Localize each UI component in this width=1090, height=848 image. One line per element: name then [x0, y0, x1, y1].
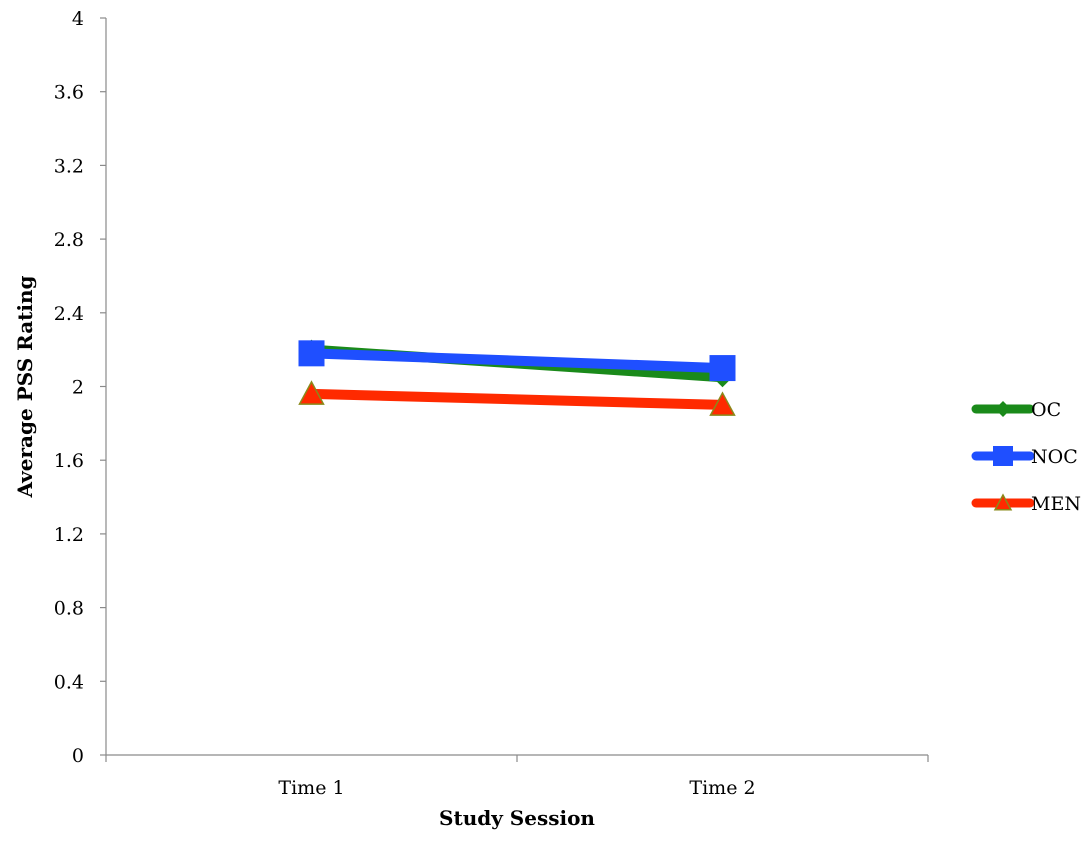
legend-entry: NOC	[971, 446, 1078, 468]
axes: 0 0.4 0.8 1.2 1.6 2 2.4 2.8 3.2 3.6 4 Time 1 Time 2	[54, 8, 929, 799]
series-line	[306, 388, 728, 410]
data-point-marker	[298, 340, 325, 367]
legend-marker	[993, 446, 1013, 466]
y-tick-label: 4	[72, 8, 84, 30]
x-tick-label: Time 2	[689, 777, 755, 799]
series-layer	[298, 339, 736, 416]
x-axis-title: Study Session	[439, 806, 595, 830]
y-tick-label: 2	[72, 377, 84, 399]
legend: OC NOC MEN	[971, 399, 1081, 515]
y-tick-label: 0.4	[54, 671, 84, 693]
x-tick-label: Time 1	[278, 777, 344, 799]
legend-marker	[993, 493, 1013, 511]
series-noc	[298, 340, 736, 382]
series-line	[306, 348, 728, 374]
y-tick-label: 0.8	[54, 598, 84, 620]
data-point-marker	[709, 355, 736, 382]
y-tick-label: 2.8	[54, 229, 84, 251]
legend-marker	[995, 401, 1011, 417]
y-tick-label: 2.4	[54, 303, 84, 325]
y-tick-label: 3.2	[54, 155, 84, 177]
y-tick-label: 1.2	[54, 524, 84, 546]
legend-label: OC	[1031, 399, 1061, 421]
y-axis-title: Average PSS Rating	[13, 275, 37, 498]
legend-entry: OC	[971, 399, 1061, 421]
labels-layer: Study Session Average PSS Rating	[13, 275, 595, 830]
legend-label: MEN	[1031, 493, 1081, 515]
y-tick-label: 3.6	[54, 82, 84, 104]
series-men	[298, 380, 736, 416]
data-point-marker	[298, 380, 325, 405]
data-point-marker	[709, 391, 736, 416]
legend-label: NOC	[1031, 446, 1078, 468]
y-tick-label: 1.6	[54, 450, 84, 472]
y-tick-label: 0	[72, 745, 84, 767]
legend-entry: MEN	[971, 493, 1081, 515]
